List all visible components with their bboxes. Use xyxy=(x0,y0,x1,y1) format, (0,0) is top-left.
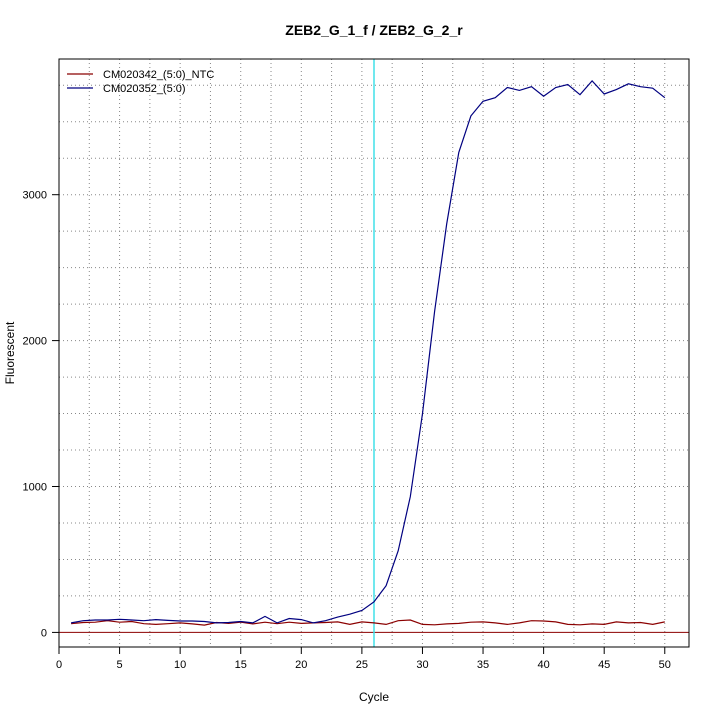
x-tick-label: 20 xyxy=(295,659,307,671)
x-tick-label: 15 xyxy=(235,659,247,671)
y-tick-label: 3000 xyxy=(23,190,47,202)
grid xyxy=(59,59,689,647)
series-layer xyxy=(70,80,666,626)
y-axis-title: Fluorescent xyxy=(3,321,17,384)
y-tick-label: 2000 xyxy=(23,336,47,348)
x-axis-title: Cycle xyxy=(359,690,389,704)
x-tick-label: 5 xyxy=(117,659,123,671)
x-axis: 0 5 10 15 20 25 30 35 40 45 50 xyxy=(56,646,671,671)
y-tick-label: 1000 xyxy=(23,482,47,494)
x-tick-label: 30 xyxy=(416,659,428,671)
x-tick-label: 0 xyxy=(56,659,62,671)
x-tick-label: 40 xyxy=(537,659,549,671)
legend-label-2: CM020352_(5:0) xyxy=(103,83,186,95)
series-line-2 xyxy=(70,80,666,624)
y-axis: 0 1000 2000 3000 xyxy=(23,190,60,639)
chart-title: ZEB2_G_1_f / ZEB2_G_2_r xyxy=(285,22,463,38)
series-line-1 xyxy=(71,619,665,626)
legend-label-1: CM020342_(5:0)_NTC xyxy=(103,69,214,81)
x-tick-label: 45 xyxy=(598,659,610,671)
x-tick-label: 35 xyxy=(477,659,489,671)
y-tick-label: 0 xyxy=(41,627,47,639)
x-tick-label: 10 xyxy=(174,659,186,671)
legend: CM020342_(5:0)_NTC CM020352_(5:0) xyxy=(67,69,214,95)
x-tick-label: 50 xyxy=(659,659,671,671)
x-tick-label: 25 xyxy=(356,659,368,671)
